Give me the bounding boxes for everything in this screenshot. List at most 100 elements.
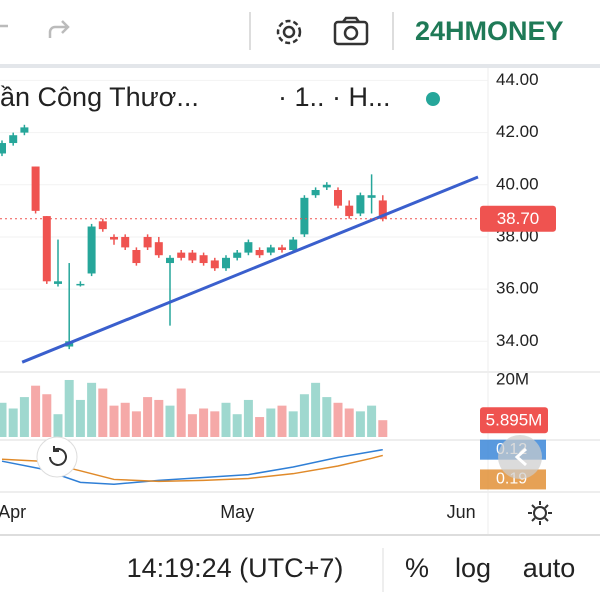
y-tick-label: 44.00 <box>496 70 539 89</box>
price-badge <box>480 205 556 232</box>
candle-body <box>244 242 253 253</box>
candle-body <box>143 236 152 248</box>
volume-bar <box>75 399 85 437</box>
volume-bar <box>232 414 242 437</box>
candle-body <box>345 205 354 217</box>
volume-bar <box>53 414 63 437</box>
redo[interactable] <box>48 20 70 38</box>
volume-bar <box>176 388 186 437</box>
volume-bar <box>243 399 253 437</box>
candle-body <box>210 260 219 269</box>
replay[interactable] <box>36 436 78 478</box>
volume-bar <box>288 411 298 437</box>
candle-body <box>378 200 387 219</box>
x-tick-label: May <box>220 502 254 522</box>
y-tick-label: 40.00 <box>496 174 539 193</box>
symbol: ần Công Thươ... <box>0 82 199 112</box>
volume-bar <box>131 411 141 437</box>
status-dot <box>426 92 440 106</box>
y-tick-label: 36.00 <box>496 279 539 298</box>
candle-body <box>9 135 18 144</box>
candle-body <box>177 252 186 258</box>
volume-badge <box>480 407 548 434</box>
y-tick-label: 42.00 <box>496 122 539 141</box>
candle-body <box>199 255 208 264</box>
candle-body <box>266 247 275 253</box>
volume-bar <box>221 402 231 437</box>
volume-bar <box>355 411 365 437</box>
legend-info: · 1.. · H... <box>278 82 391 112</box>
price-label: 38.70 <box>497 209 540 228</box>
volume-bar <box>344 408 354 437</box>
candle-body <box>20 127 29 133</box>
volume-bar <box>31 385 41 437</box>
volume-label: 5.895M <box>486 411 543 430</box>
candle-body <box>255 250 264 256</box>
y-tick-label: 34.00 <box>496 331 539 350</box>
log-button[interactable]: log <box>455 553 491 583</box>
volume-bar <box>311 382 321 437</box>
volume-bar <box>165 405 175 437</box>
volume-bar <box>154 399 164 437</box>
volume-bar <box>8 408 18 437</box>
candle-body <box>154 242 163 256</box>
volume-bar <box>210 411 220 437</box>
clock: 14:19:24 (UTC+7) <box>127 553 344 583</box>
toolbar-border <box>0 64 600 68</box>
settings[interactable] <box>276 19 302 45</box>
brand: 24HMONEY <box>415 16 564 46</box>
volume-bar <box>19 397 29 437</box>
volume-bar <box>367 405 377 437</box>
volume-bar <box>120 402 130 437</box>
volume-bar <box>199 408 209 437</box>
volume-bar <box>109 405 119 437</box>
candle-body <box>356 195 365 214</box>
volume-tick-label: 20M <box>496 369 529 388</box>
candle-body <box>334 190 342 206</box>
candle-body <box>300 197 309 235</box>
volume-bar <box>266 408 276 437</box>
candle-body <box>87 226 96 274</box>
candle-body <box>110 236 118 240</box>
volume-bar <box>378 420 388 437</box>
percent-button[interactable]: % <box>405 553 429 583</box>
candle-body <box>233 252 242 258</box>
x-tick-label: Apr <box>0 502 26 522</box>
candle-body <box>132 250 141 264</box>
volume-bar <box>87 382 97 437</box>
candle-body <box>222 257 230 269</box>
candle-body <box>166 257 174 264</box>
volume-bar <box>299 394 309 437</box>
candle-body <box>31 166 40 211</box>
candle-body <box>367 195 376 198</box>
candle-body <box>322 184 331 188</box>
volume-bar <box>333 402 343 437</box>
volume-bar <box>64 379 74 437</box>
scroll-right[interactable] <box>498 435 542 479</box>
x-tick-label: Jun <box>447 502 476 522</box>
theme-toggle[interactable] <box>528 501 552 525</box>
candle-body <box>76 283 85 286</box>
volume-bar <box>187 414 197 437</box>
auto-button[interactable]: auto <box>523 553 576 583</box>
macd-line <box>1 448 383 485</box>
candle-body <box>278 247 286 250</box>
candle-body <box>0 143 6 154</box>
candle-body <box>289 239 298 250</box>
volume-bar <box>322 397 332 437</box>
candle-body <box>42 216 51 282</box>
candle-body <box>188 252 197 261</box>
volume-bar <box>98 388 108 437</box>
volume-bar <box>255 417 265 437</box>
trend-line <box>21 175 479 364</box>
camera[interactable] <box>333 16 369 46</box>
candle-body <box>311 190 320 196</box>
volume-bar <box>0 402 7 437</box>
candle-body <box>98 221 107 230</box>
volume-bar <box>277 405 287 437</box>
volume-bar <box>143 397 153 437</box>
candle-body <box>121 236 130 248</box>
